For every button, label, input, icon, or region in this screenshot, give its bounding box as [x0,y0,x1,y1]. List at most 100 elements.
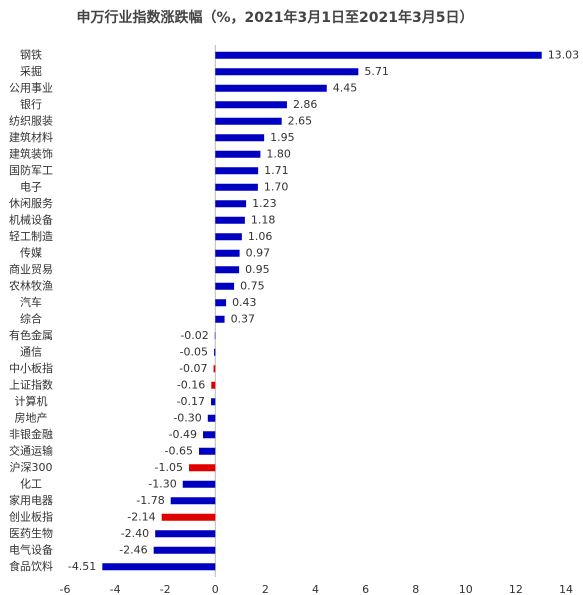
x-tick-label: -4 [110,583,121,595]
y-tick-label: 房地产 [15,410,48,424]
value-label: 0.43 [232,296,257,309]
value-label: -0.02 [180,329,208,342]
y-tick-label: 机械设备 [9,212,53,226]
bar [215,150,261,158]
bar [211,381,216,389]
value-label: 1.18 [251,213,276,226]
y-tick-label: 非银金融 [9,427,53,441]
value-label: 1.23 [252,197,277,210]
bar [213,365,216,373]
value-label: 0.75 [240,279,265,292]
y-tick-label: 建筑装饰 [9,146,53,160]
x-tick-label: 12 [509,583,523,595]
value-label: -2.14 [127,510,155,523]
value-label: -0.05 [180,345,208,358]
value-label: 0.37 [231,312,256,325]
y-tick-label: 沪深300 [10,460,53,474]
x-tick-label: 14 [559,583,573,595]
y-tick-label: 纺织服装 [9,113,53,127]
value-label: 1.80 [266,147,291,160]
y-tick-label: 有色金属 [9,328,53,342]
value-label: -0.49 [169,428,197,441]
x-tick-label: 8 [412,583,419,595]
y-tick-label: 钢铁 [20,48,42,61]
y-tick-label: 食品饮料 [9,559,53,573]
value-label: 13.03 [548,48,580,61]
bar [215,315,225,323]
value-label: 0.95 [245,263,270,276]
value-label: -0.65 [165,444,193,457]
chart-title: 申万行业指数涨跌幅（%，2021年3月1日至2021年3月5日） [77,9,474,26]
y-tick-label: 综合 [20,311,42,325]
y-tick-label: 中小板指 [9,361,53,375]
bar [203,431,216,439]
bar [215,266,240,274]
bar [161,513,216,521]
value-label: 2.65 [288,114,313,127]
value-label: -1.30 [148,477,176,490]
y-tick-label: 通信 [20,345,42,358]
y-tick-label: 银行 [20,97,42,111]
bar [153,546,216,554]
bar [215,84,327,92]
x-tick-label: 4 [312,583,319,595]
value-label: 1.06 [248,230,273,243]
y-tick-label: 商业贸易 [9,262,53,276]
value-label: -0.16 [177,378,205,391]
value-label: -0.07 [179,362,207,375]
y-tick-label: 休闲服务 [9,196,53,210]
bar [211,398,216,406]
y-tick-label: 电气设备 [9,542,53,556]
value-label: -4.51 [68,560,96,573]
y-tick-label: 医药生物 [9,526,53,540]
y-tick-label: 创业板指 [9,509,53,523]
value-label: 4.45 [333,81,358,94]
y-tick-label: 农林牧渔 [9,278,53,292]
bar [215,249,240,257]
bar [214,348,216,356]
y-tick-label: 家用电器 [9,493,53,507]
bar [215,101,287,109]
bar [215,200,247,208]
y-tick-label: 电子 [20,180,42,193]
value-label: -1.78 [136,494,164,507]
y-tick-label: 交通运输 [9,443,53,457]
bar [102,563,216,571]
bar [215,51,542,59]
bar [188,464,216,472]
x-tick-label: 6 [362,583,369,595]
x-tick-label: -2 [160,583,171,595]
y-tick-label: 国防军工 [9,163,53,177]
bar [170,497,216,505]
bar [182,480,216,488]
bar [215,233,242,241]
bar [215,134,265,142]
bar [214,332,216,340]
x-tick-label: 0 [212,583,219,595]
value-label: -2.40 [121,527,149,540]
x-tick-label: -6 [60,583,71,595]
bar [215,167,259,175]
x-tick-label: 10 [459,583,473,595]
value-label: 0.97 [246,246,271,259]
bar [215,183,258,191]
bar [215,117,282,125]
bar [215,68,359,76]
y-tick-label: 建筑材料 [9,130,53,144]
value-label: -1.05 [155,461,183,474]
value-label: 2.86 [293,98,318,111]
y-tick-label: 上证指数 [9,377,53,391]
y-tick-label: 传媒 [20,246,42,259]
bar [215,282,235,290]
value-label: 1.70 [264,180,289,193]
bar [199,447,216,455]
bar [215,299,227,307]
bar [207,414,216,422]
y-tick-label: 计算机 [15,394,48,408]
value-label: 1.95 [270,131,295,144]
value-label: -0.30 [173,411,201,424]
value-label: 5.71 [364,65,389,78]
value-label: -0.17 [177,395,205,408]
